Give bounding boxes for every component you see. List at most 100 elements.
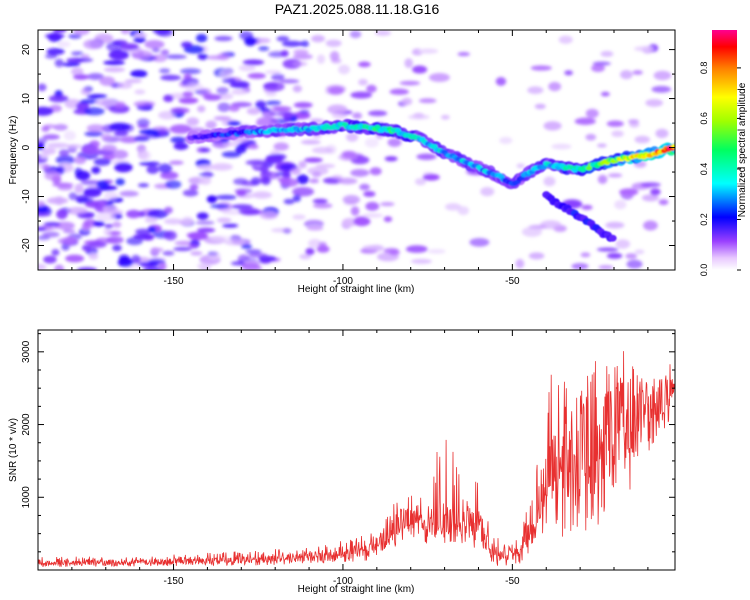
spectrogram-panel: -150 -100 -50 20 10 0 -10 -20 Height of straigh… <box>8 29 676 295</box>
noise-blob <box>99 76 116 86</box>
noise-blob <box>651 85 672 93</box>
noise-blob <box>222 223 239 228</box>
noise-blob <box>84 131 104 137</box>
noise-blob <box>246 107 261 115</box>
noise-blob <box>95 98 117 107</box>
noise-blob <box>130 254 141 264</box>
noise-blob <box>137 183 150 188</box>
snr-series-line <box>38 351 675 568</box>
noise-blob <box>189 184 199 191</box>
noise-blob <box>337 177 358 185</box>
noise-blob <box>41 126 50 132</box>
noise-blob <box>551 143 572 150</box>
noise-blob <box>362 245 382 250</box>
noise-blob <box>46 142 69 149</box>
noise-blob <box>77 267 98 270</box>
noise-blob <box>83 187 102 198</box>
noise-blob <box>265 154 284 164</box>
noise-blob <box>283 198 295 205</box>
y-tick-label: 20 <box>21 44 32 56</box>
noise-blob <box>197 105 206 113</box>
noise-blob <box>600 91 610 97</box>
noise-blob <box>311 146 334 154</box>
noise-blob <box>292 194 301 203</box>
noise-blob <box>82 219 96 229</box>
noise-blob <box>206 195 218 203</box>
noise-blob <box>210 203 230 209</box>
noise-blob <box>160 74 182 81</box>
noise-blob <box>103 67 126 73</box>
noise-blob <box>634 135 651 144</box>
noise-blob <box>626 259 643 269</box>
noise-blob <box>134 89 146 95</box>
noise-blob <box>126 209 142 219</box>
noise-blob <box>231 89 248 95</box>
noise-blob <box>182 91 194 98</box>
noise-blob <box>182 189 199 197</box>
noise-blob <box>109 122 131 131</box>
noise-blob <box>353 216 371 227</box>
noise-blob <box>80 179 102 186</box>
noise-blob <box>625 253 638 259</box>
snr-ticks: -150 -100 -50 1000 2000 3000 <box>21 330 675 587</box>
y-tick-label: -20 <box>21 238 32 253</box>
noise-blob <box>95 212 116 222</box>
noise-blob <box>190 250 203 256</box>
noise-blob <box>38 138 48 145</box>
noise-blob <box>144 39 165 49</box>
x-tick-label: -150 <box>164 276 184 287</box>
noise-blob <box>299 109 310 114</box>
noise-blob <box>156 30 174 37</box>
noise-blob <box>634 46 655 52</box>
noise-blob <box>219 69 232 80</box>
noise-blob <box>38 226 47 231</box>
spectrogram-ticks: -150 -100 -50 20 10 0 -10 -20 <box>21 30 675 287</box>
snr-frame <box>37 329 676 571</box>
noise-blob <box>151 47 160 53</box>
noise-blob <box>264 70 282 75</box>
noise-blob <box>282 111 293 120</box>
noise-blob <box>216 86 229 95</box>
noise-blob <box>300 139 321 145</box>
noise-blob <box>130 69 148 78</box>
noise-blob <box>93 158 112 166</box>
noise-blob <box>238 207 260 216</box>
noise-blob <box>543 176 556 187</box>
noise-blob <box>296 174 309 185</box>
noise-blob <box>112 221 122 228</box>
colorbar-tick-label: 0.0 <box>699 264 709 277</box>
noise-blob <box>558 35 573 44</box>
noise-blob <box>457 206 469 216</box>
noise-blob <box>117 81 133 89</box>
noise-blob <box>245 249 262 254</box>
noise-blob <box>405 245 428 253</box>
noise-blob <box>44 33 65 39</box>
noise-blob <box>52 182 74 187</box>
noise-blob <box>120 30 131 35</box>
x-tick-label: -100 <box>333 576 353 587</box>
noise-blob <box>600 50 614 58</box>
noise-blob <box>325 39 342 48</box>
noise-blob <box>277 177 291 183</box>
noise-blob <box>88 253 99 260</box>
noise-blob <box>42 134 60 140</box>
noise-blob <box>98 199 109 206</box>
colorbar-tick-label: 0.8 <box>699 62 709 75</box>
noise-blob <box>178 220 194 226</box>
noise-blob <box>292 187 315 197</box>
noise-blob <box>282 58 302 69</box>
noise-blob <box>178 97 199 104</box>
noise-blob <box>317 54 326 64</box>
noise-blob <box>103 60 125 66</box>
noise-blob <box>198 87 212 97</box>
noise-blob <box>215 194 237 200</box>
noise-blob <box>76 101 90 111</box>
noise-blob <box>627 119 640 124</box>
noise-blob <box>571 263 589 270</box>
noise-blob <box>257 37 271 44</box>
noise-blob <box>54 58 64 68</box>
noise-blob <box>56 209 68 220</box>
noise-blob <box>345 132 359 142</box>
noise-blob <box>81 144 100 155</box>
noise-blob <box>150 247 164 253</box>
